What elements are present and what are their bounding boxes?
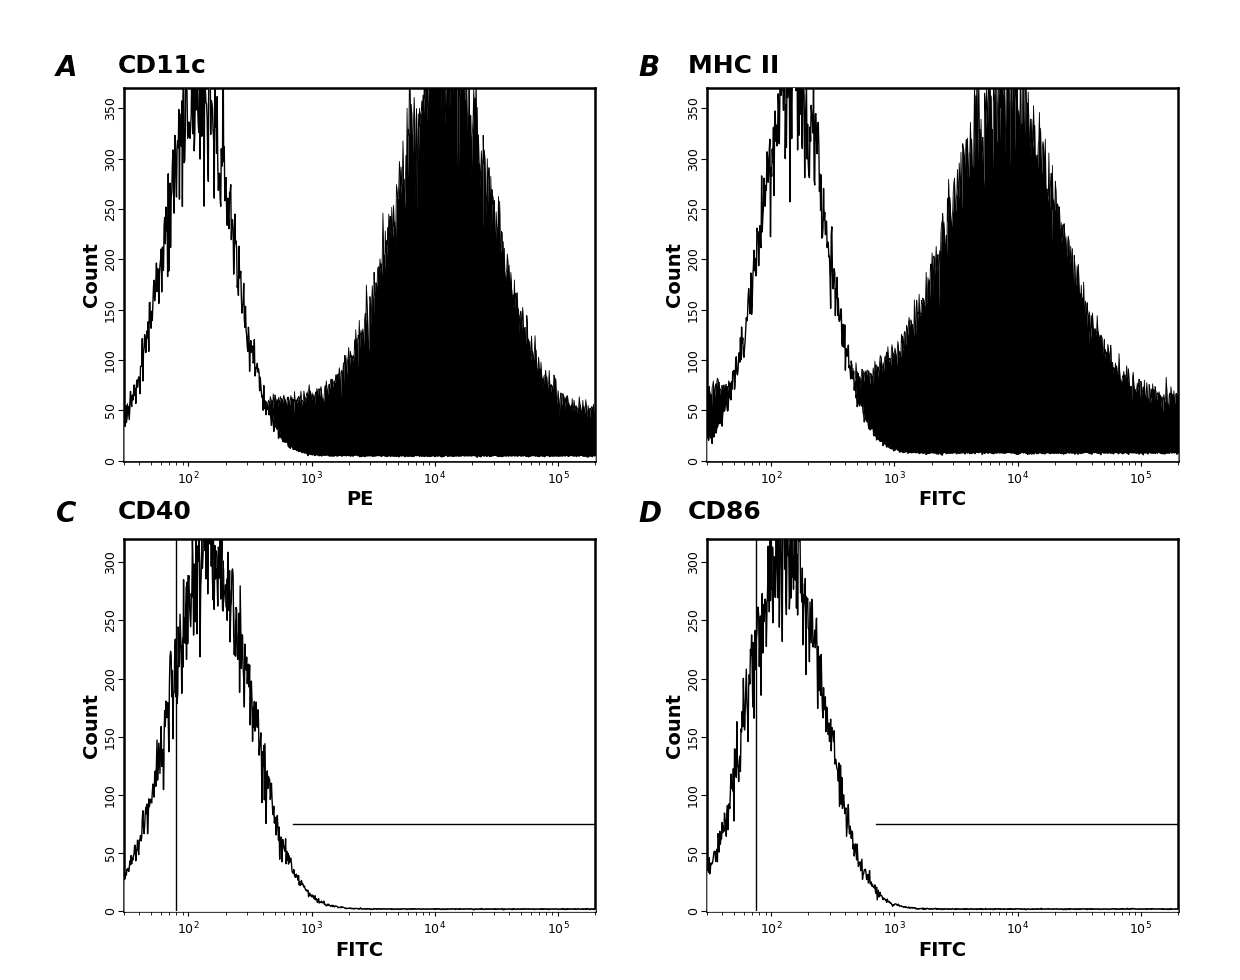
Text: B: B bbox=[639, 54, 660, 82]
Y-axis label: Count: Count bbox=[665, 242, 684, 307]
X-axis label: FITC: FITC bbox=[919, 941, 966, 959]
Text: C: C bbox=[56, 500, 76, 528]
Text: CD11c: CD11c bbox=[118, 54, 207, 77]
Text: D: D bbox=[639, 500, 662, 528]
Y-axis label: Count: Count bbox=[665, 693, 684, 758]
Y-axis label: Count: Count bbox=[82, 693, 102, 758]
X-axis label: FITC: FITC bbox=[919, 490, 966, 509]
Text: MHC II: MHC II bbox=[688, 54, 780, 77]
Y-axis label: Count: Count bbox=[82, 242, 102, 307]
Text: CD86: CD86 bbox=[688, 500, 761, 523]
Text: CD40: CD40 bbox=[118, 500, 192, 523]
X-axis label: FITC: FITC bbox=[336, 941, 383, 959]
Text: A: A bbox=[56, 54, 77, 82]
X-axis label: PE: PE bbox=[346, 490, 373, 509]
